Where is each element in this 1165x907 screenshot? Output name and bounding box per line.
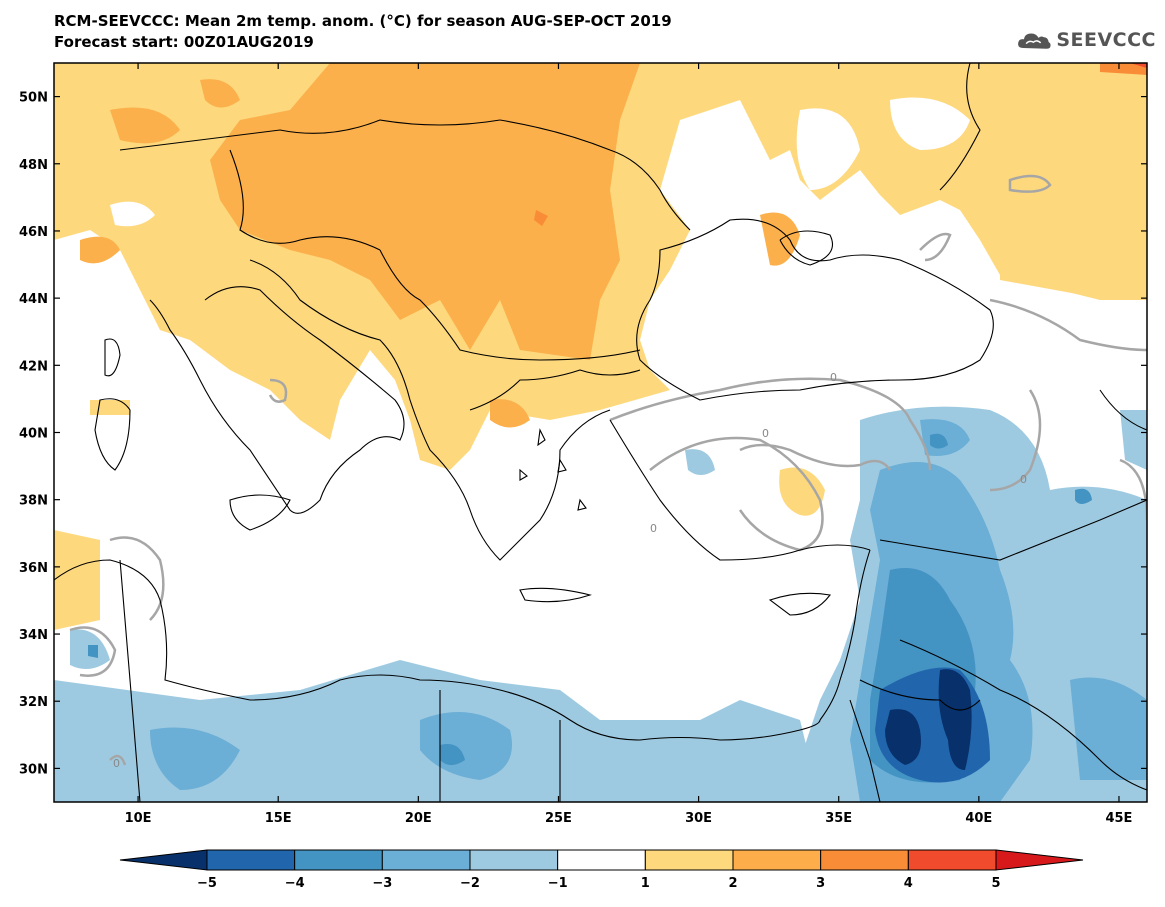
colorbar: −5 −4 −3 −2 −1 1 2 3 4 5 [119,849,1084,891]
warm-anomaly-area-sardinia [90,400,130,415]
lon-tick-label: 15E [265,811,292,826]
logo-text: SEEVCCC [1056,29,1156,51]
lat-tick-label: 42N [19,359,48,374]
lat-tick-label: 32N [19,695,48,710]
lon-tick-label: 45E [1105,811,1132,826]
lon-tick-label: 10E [125,811,152,826]
colorbar-segment [557,849,646,871]
colorbar-label: 1 [641,876,650,891]
colorbar-label: 3 [816,876,825,891]
coastlines [54,63,1147,802]
lat-tick-label: 44N [19,292,48,307]
colorbar-segment [469,849,559,871]
zero-contours [69,174,1147,766]
lat-tick-label: 40N [19,427,48,442]
lat-tick-label: 34N [19,628,48,643]
contour-label: 0 [1020,473,1027,486]
cloud-icon [1018,33,1051,49]
lat-tick-label: 30N [19,762,48,777]
colorbar-segment [907,849,997,871]
warm-anomaly-core [210,63,640,360]
colorbar-label: −4 [285,876,305,891]
lat-tick-label: 38N [19,494,48,509]
colorbar-segment [995,849,1084,871]
colorbar-label: 2 [728,876,737,891]
lon-tick-label: 35E [825,811,852,826]
colorbar-segment [294,849,383,871]
lat-tick-label: 36N [19,561,48,576]
lat-tick-label: 46N [19,225,48,240]
colorbar-segment [119,849,208,871]
contour-label: 0 [762,427,769,440]
anomaly-field: 0 0 0 0 0 [54,63,1147,802]
colorbar-label: −5 [197,876,217,891]
colorbar-segment [644,849,734,871]
lat-axis: 50N 48N 46N 44N 42N 40N 38N 36N 34N 32N 30N [19,91,1147,777]
lon-tick-label: 20E [405,811,432,826]
colorbar-label: −2 [460,876,480,891]
warm-anomaly-area-caspian [1000,229,1120,300]
lat-tick-label: 48N [19,158,48,173]
map-title: RCM-SEEVCCC: Mean 2m temp. anom. (°C) fo… [54,12,672,30]
colorbar-segment [820,849,909,871]
colorbar-label: 5 [991,876,1000,891]
lon-tick-label: 25E [545,811,572,826]
colorbar-segment [732,849,822,871]
colorbar-label: −1 [548,876,568,891]
colorbar-label: 4 [904,876,913,891]
colorbar-segment [206,849,296,871]
contour-label: 0 [650,522,657,535]
contour-label: 0 [830,371,837,384]
map-subtitle: Forecast start: 00Z01AUG2019 [54,33,314,51]
colorbar-label: −3 [372,876,392,891]
contour-label: 0 [113,757,120,770]
lon-tick-label: 40E [965,811,992,826]
warm-anomaly-area-west [54,530,100,630]
lon-tick-label: 30E [685,811,712,826]
warm-anomaly-area-anatolia [779,467,825,516]
colorbar-segment [381,849,471,871]
lon-axis: 10E 15E 20E 25E 30E 35E 40E 45E [125,63,1132,826]
lat-tick-label: 50N [19,91,48,106]
seevccc-logo: SEEVCCC [1016,22,1156,58]
